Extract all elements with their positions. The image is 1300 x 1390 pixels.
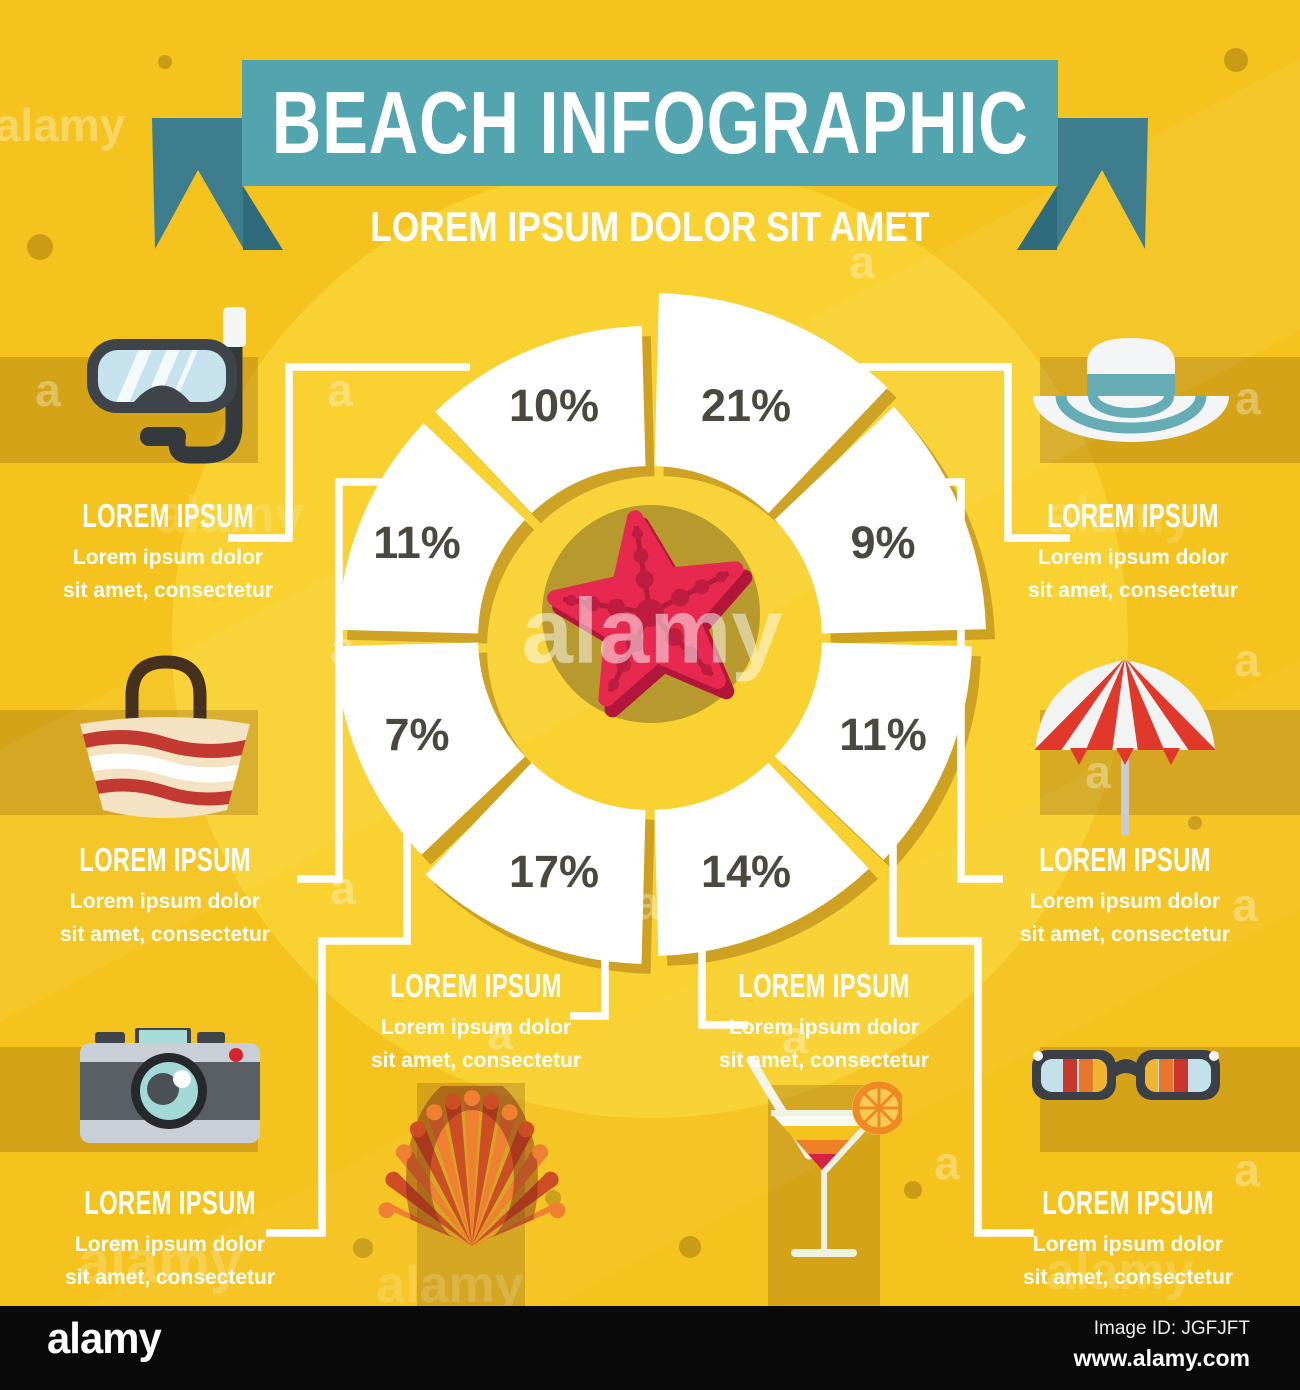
page-subtitle-text: LOREM IPSUM DOLOR SIT AMET xyxy=(370,203,930,250)
item-subtext-line1: Lorem ipsum dolor xyxy=(1029,890,1221,913)
ribbon-tails xyxy=(152,118,1148,250)
item-title: LOREM IPSUM xyxy=(82,497,254,534)
item-label-beach-umbrella: LOREM IPSUM Lorem ipsum dolor sit amet, … xyxy=(985,841,1265,951)
item-title: LOREM IPSUM xyxy=(1042,1184,1214,1221)
beach-umbrella-icon xyxy=(1035,660,1215,836)
title-ribbon: BEACH INFOGRAPHIC xyxy=(242,60,1058,186)
alamy-logo: alamy xyxy=(46,1314,162,1363)
seashell-icon xyxy=(378,1086,566,1246)
chart-segment-percent-label: 14% xyxy=(701,846,791,897)
item-subtext-line1: Lorem ipsum dolor xyxy=(380,1016,572,1039)
item-title: LOREM IPSUM xyxy=(79,841,251,878)
chart-segment-percent-label: 11% xyxy=(839,709,927,760)
item-label-camera: LOREM IPSUM Lorem ipsum dolor sit amet, … xyxy=(30,1184,310,1294)
chart-segment xyxy=(425,762,646,964)
connector-lines xyxy=(228,363,1070,1237)
chart-segment xyxy=(335,642,526,855)
item-subtext-line1: Lorem ipsum dolor xyxy=(728,1016,920,1039)
chart-segment-percent-label: 11% xyxy=(373,517,461,568)
item-title: LOREM IPSUM xyxy=(390,967,562,1004)
camera-icon xyxy=(80,1028,260,1143)
item-subtext-line1: Lorem ipsum dolor xyxy=(1037,546,1229,569)
item-subtext-line2: sit amet, consectetur xyxy=(1022,1265,1234,1289)
starfish-icon xyxy=(547,510,753,718)
item-title: LOREM IPSUM xyxy=(84,1184,256,1221)
item-label-snorkel-mask: LOREM IPSUM Lorem ipsum dolor sit amet, … xyxy=(28,497,308,607)
item-subtext-line2: sit amet, consectetur xyxy=(370,1048,582,1072)
snorkel-mask-icon xyxy=(87,307,246,464)
chart-segment xyxy=(654,762,869,956)
chart-segment xyxy=(435,326,646,514)
cocktail-icon xyxy=(746,1056,902,1257)
sun-hat-icon xyxy=(1033,338,1229,442)
item-title: LOREM IPSUM xyxy=(1047,497,1219,534)
page-subtitle: LOREM IPSUM DOLOR SIT AMET xyxy=(300,203,1000,251)
item-label-beach-bag: LOREM IPSUM Lorem ipsum dolor sit amet, … xyxy=(25,841,305,951)
stock-photo-footer-bar: alamy Image ID: JGFJFT www.alamy.com xyxy=(0,1306,1300,1390)
page-title: BEACH INFOGRAPHIC xyxy=(271,73,1029,172)
donut-chart: 21% 9% 11% 14% 17% 7% 11% 10% xyxy=(335,293,995,974)
item-title: LOREM IPSUM xyxy=(1039,841,1211,878)
item-subtext-line1: Lorem ipsum dolor xyxy=(72,546,264,569)
beach-bag-icon xyxy=(80,655,250,818)
item-subtext-line1: Lorem ipsum dolor xyxy=(69,890,261,913)
chart-segment-percent-label: 17% xyxy=(509,846,599,897)
item-subtext-line2: sit amet, consectetur xyxy=(1027,578,1239,602)
item-subtext-line2: sit amet, consectetur xyxy=(64,1265,276,1289)
item-subtext-line2: sit amet, consectetur xyxy=(718,1048,930,1072)
image-id-text: Image ID: JGFJFT xyxy=(1093,1318,1250,1339)
chart-segment xyxy=(774,642,972,860)
sand-speckles xyxy=(27,48,1248,1258)
item-label-cocktail: LOREM IPSUM Lorem ipsum dolor sit amet, … xyxy=(684,967,964,1077)
item-title: LOREM IPSUM xyxy=(738,967,910,1004)
item-subtext-line2: sit amet, consectetur xyxy=(59,922,271,946)
chart-segment xyxy=(338,423,526,634)
item-label-seashell: LOREM IPSUM Lorem ipsum dolor sit amet, … xyxy=(336,967,616,1077)
item-subtext-line1: Lorem ipsum dolor xyxy=(74,1233,266,1256)
alamy-url-text: www.alamy.com xyxy=(1073,1345,1250,1371)
item-subtext-line2: sit amet, consectetur xyxy=(62,578,274,602)
chart-segment xyxy=(774,406,986,634)
chart-segment-percent-label: 9% xyxy=(850,517,915,568)
sunglasses-icon xyxy=(1032,1050,1220,1100)
item-label-sunglasses: LOREM IPSUM Lorem ipsum dolor sit amet, … xyxy=(988,1184,1268,1294)
item-subtext-line1: Lorem ipsum dolor xyxy=(1032,1233,1224,1256)
item-subtext-line2: sit amet, consectetur xyxy=(1019,922,1231,946)
chart-segment xyxy=(654,293,888,514)
chart-segment-percent-label: 21% xyxy=(701,380,791,431)
item-label-sun-hat: LOREM IPSUM Lorem ipsum dolor sit amet, … xyxy=(993,497,1273,607)
footer-info: Image ID: JGFJFT www.alamy.com xyxy=(1074,1318,1250,1372)
chart-segment-percent-label: 10% xyxy=(509,380,599,431)
chart-segment-percent-label: 7% xyxy=(384,709,449,760)
